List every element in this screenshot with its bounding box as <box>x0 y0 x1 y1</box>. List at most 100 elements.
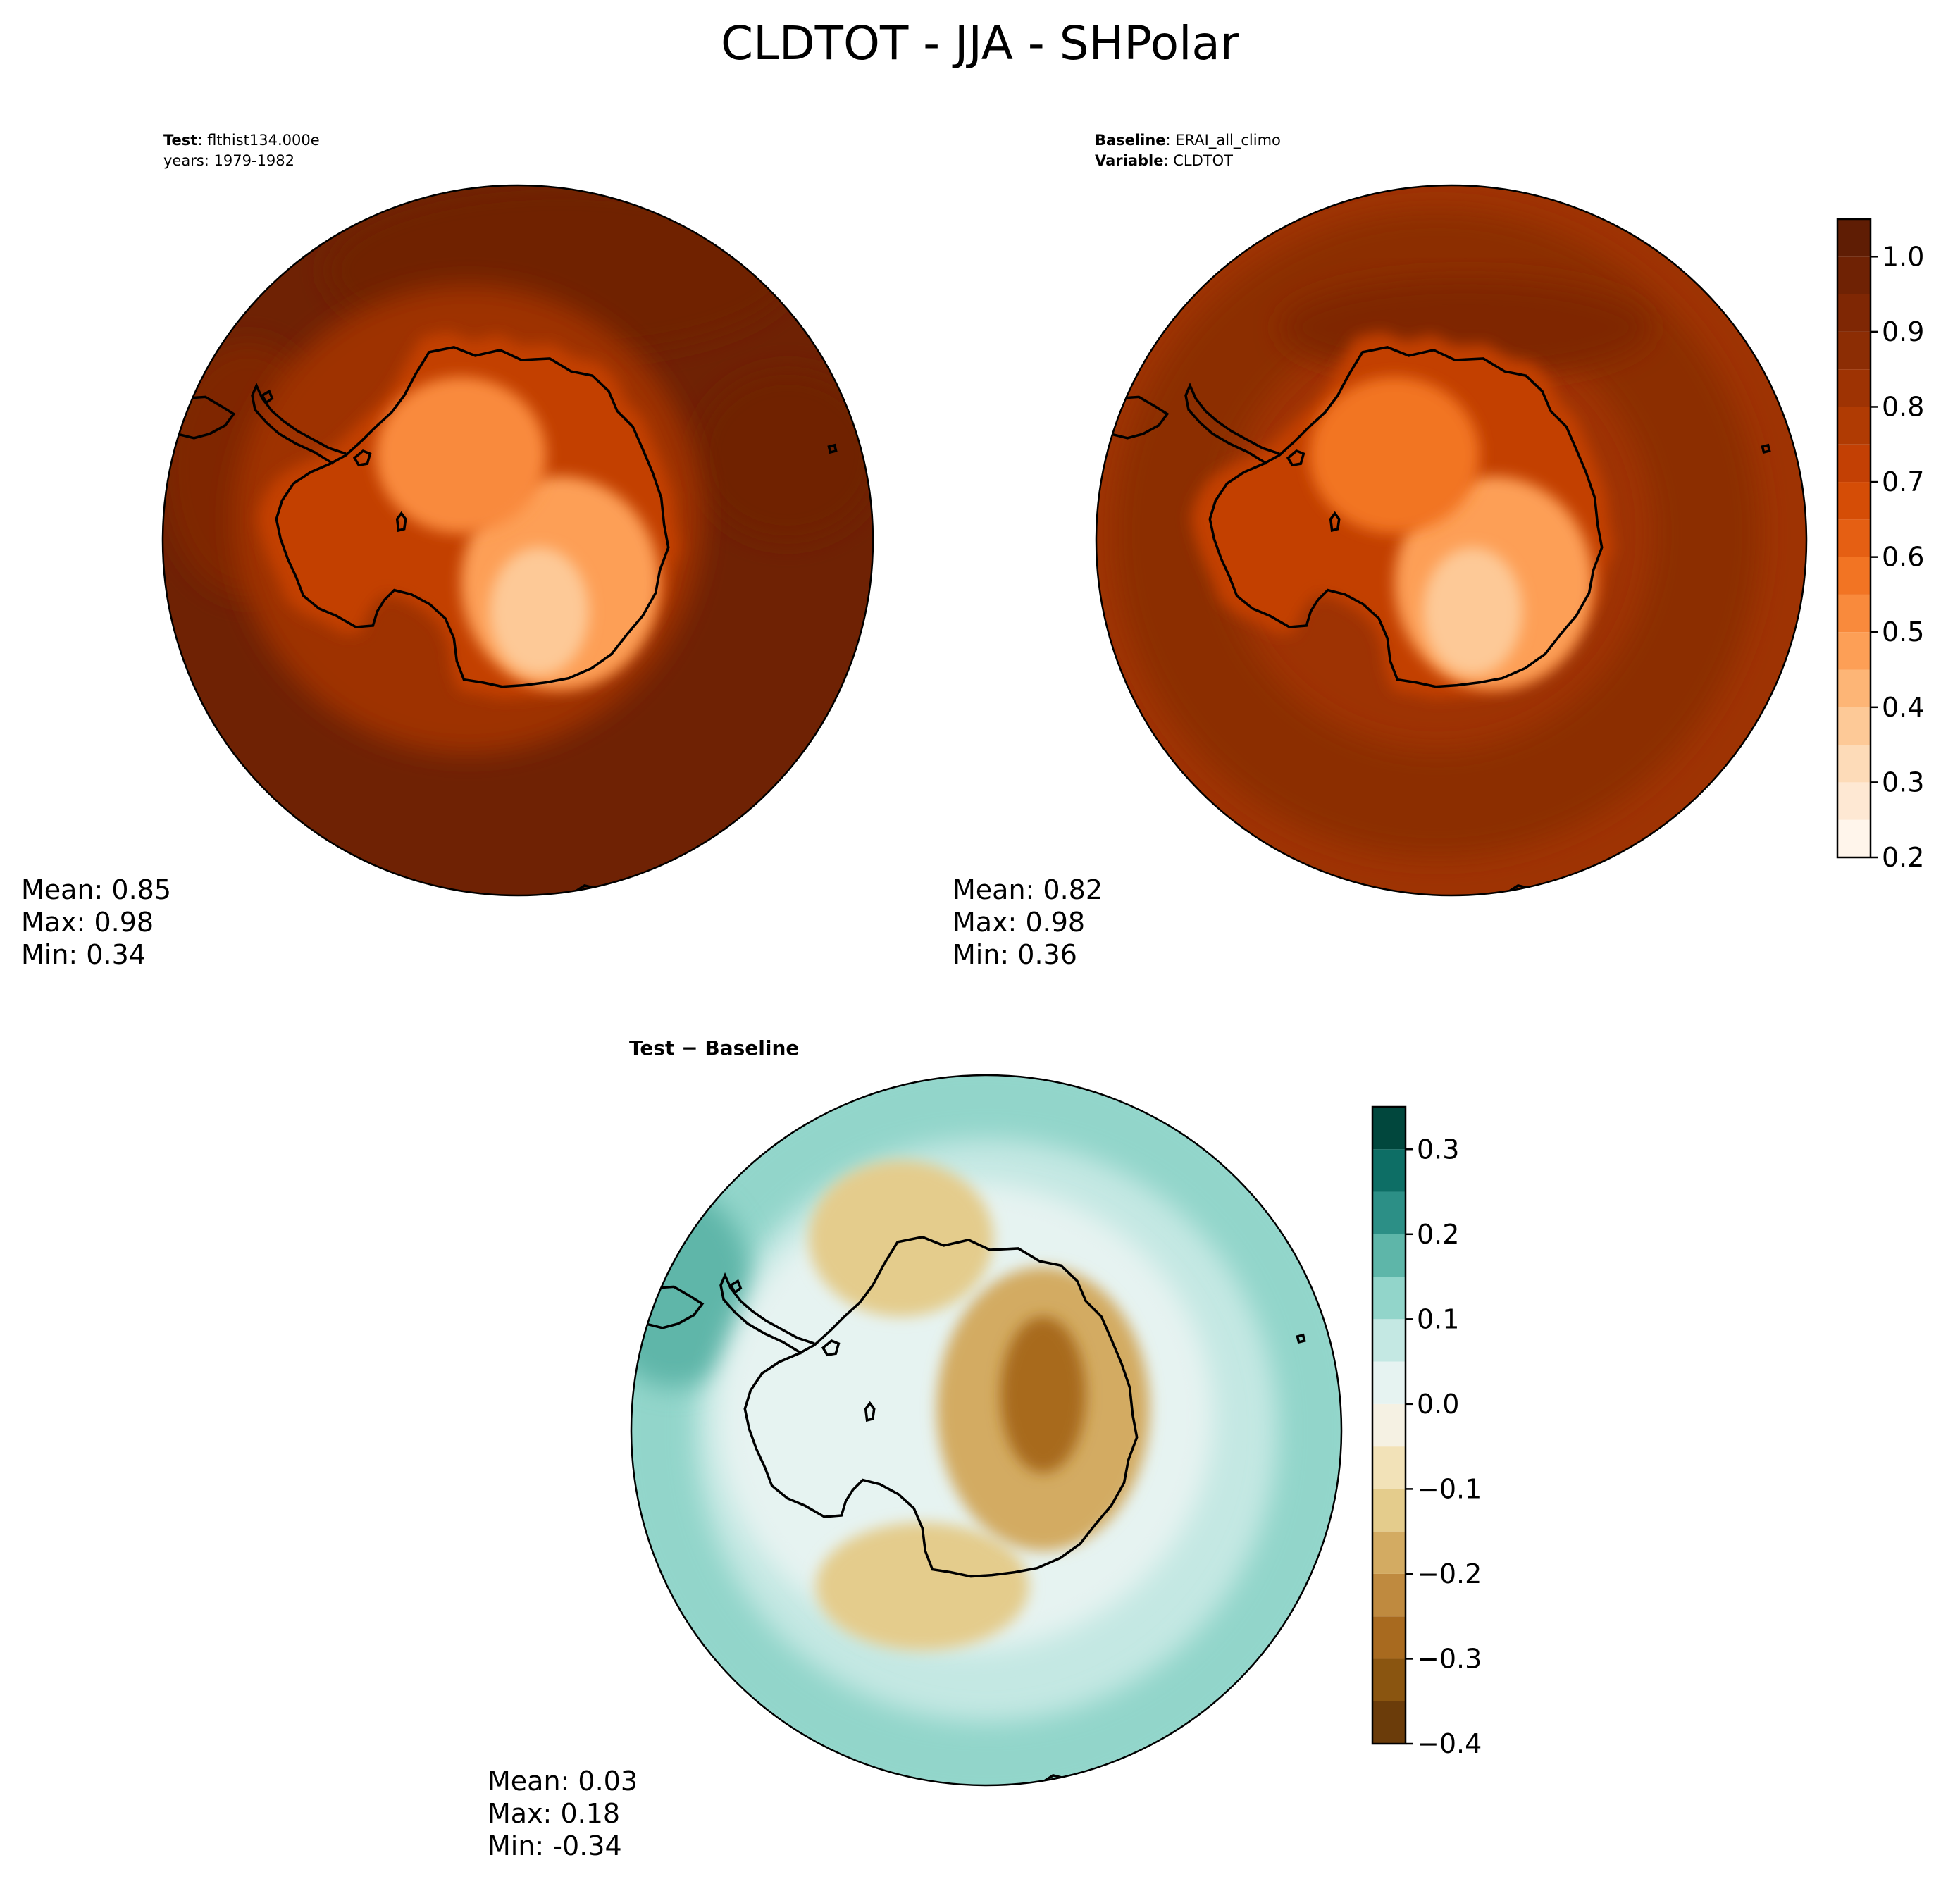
stats-mean: Mean: 0.85 <box>21 874 171 905</box>
stats-max: Max: 0.98 <box>953 907 1085 938</box>
stats-min: Min: -0.34 <box>488 1830 622 1861</box>
colorbar-segment <box>1837 294 1871 332</box>
panel-label-text: : flthist134.000e <box>197 132 319 149</box>
stats-min: Min: 0.36 <box>953 939 1077 970</box>
panel-variable-text: : CLDTOT <box>1163 152 1233 169</box>
field-region-plateau-core <box>1422 547 1522 676</box>
colorbar-segment <box>1837 632 1871 670</box>
colorbar-segment <box>1837 819 1871 857</box>
colorbar-segment <box>1837 557 1871 595</box>
map-border <box>630 1074 1343 1787</box>
colorbar-cldtot: 1.0 0.9 0.8 0.7 0.6 0.5 0.4 0.3 0.2 <box>1836 218 1924 873</box>
colorbar-segment <box>1372 1701 1406 1744</box>
colorbar-tick-label: 0.3 <box>1882 767 1924 798</box>
panel-label-bold: Test <box>163 132 197 149</box>
map-diff <box>631 1075 1341 1785</box>
colorbar-tick-label: −0.2 <box>1417 1558 1482 1589</box>
field-contour <box>816 1523 1029 1651</box>
panel-years: years: 1979-1982 <box>163 152 294 169</box>
colorbar-frame <box>1371 1105 1407 1745</box>
panel-variable: Variable: CLDTOT <box>1095 152 1233 169</box>
field-contour <box>1309 377 1480 533</box>
colorbar-tick-label: 0.5 <box>1882 616 1924 647</box>
panel-label: Test: flthist134.000e <box>163 132 320 149</box>
field-contour <box>695 370 873 541</box>
colorbar-tick-label: 0.6 <box>1882 542 1924 573</box>
colorbar-segment <box>1837 745 1871 783</box>
colorbar-segment <box>1372 1234 1406 1277</box>
colorbar-segment <box>1372 1531 1406 1574</box>
map-border <box>1095 184 1808 897</box>
figure-title: CLDTOT - JJA - SHPolar <box>721 16 1240 70</box>
colorbar-difference: 0.3 0.2 0.1 0.0 −0.1 −0.2 −0.3 −0.4 <box>1371 1105 1482 1759</box>
field-layers <box>163 185 873 895</box>
stats-max: Max: 0.18 <box>488 1798 620 1829</box>
field-layers <box>1096 185 1806 895</box>
colorbar-segment <box>1837 707 1871 745</box>
colorbar-segment <box>1837 482 1871 520</box>
field-region-weddell-low <box>809 1160 994 1317</box>
colorbar-segment <box>1837 219 1871 257</box>
colorbar-segment <box>1837 519 1871 557</box>
colorbar-tick-label: 0.4 <box>1882 692 1924 723</box>
stats-mean: Mean: 0.82 <box>953 874 1103 905</box>
colorbar-segment <box>1372 1149 1406 1192</box>
field-region-plateau-core <box>489 547 589 676</box>
colorbar-tick-label: 0.1 <box>1417 1303 1459 1334</box>
colorbar-segment <box>1372 1616 1406 1659</box>
panel-label-text: : ERAI_all_climo <box>1166 132 1281 149</box>
colorbar-segment <box>1837 444 1871 483</box>
field-region-outer-ring <box>631 1075 1341 1785</box>
colorbar-tick-label: 0.0 <box>1417 1389 1459 1420</box>
colorbar-segment <box>1837 369 1871 407</box>
map-baseline <box>1096 185 1806 895</box>
panel-label: Test − Baseline <box>629 1036 799 1060</box>
panel-test: Test: flthist134.000e years: 1979-1982 M… <box>21 132 874 970</box>
colorbar-segment <box>1837 331 1871 370</box>
field-region-plateau-west <box>1309 377 1480 533</box>
stats-max: Max: 0.98 <box>21 907 154 938</box>
colorbar-tick-label: −0.1 <box>1417 1473 1482 1504</box>
colorbar-segment <box>1372 1319 1406 1362</box>
field-region-ross-low <box>816 1523 1029 1651</box>
field-contour <box>809 1160 994 1317</box>
panel-baseline: Baseline: ERAI_all_climo Variable: CLDTO… <box>953 132 1924 970</box>
colorbar-tick-label: 0.2 <box>1882 842 1924 873</box>
stats-mean: Mean: 0.03 <box>488 1766 638 1797</box>
colorbar-segment <box>1837 407 1871 445</box>
panel-variable-bold: Variable <box>1095 152 1163 169</box>
field-contour <box>631 1075 1341 1785</box>
field-contour <box>489 547 589 676</box>
field-contour <box>1422 547 1522 676</box>
field-region-storm-track-ring <box>1114 210 1761 857</box>
field-contour <box>1114 210 1761 857</box>
panel-label: Baseline: ERAI_all_climo <box>1095 132 1281 149</box>
colorbar-tick-label: −0.4 <box>1417 1728 1482 1759</box>
colorbar-tick-label: 0.7 <box>1882 466 1924 497</box>
colorbar-segment <box>1372 1573 1406 1617</box>
field-contour <box>376 377 547 533</box>
colorbar-segment <box>1372 1446 1406 1489</box>
colorbar-tick-label: 0.3 <box>1417 1134 1459 1165</box>
panel-label-bold: Baseline <box>1095 132 1166 149</box>
colorbar-frame <box>1836 218 1872 859</box>
colorbar-tick-label: 0.2 <box>1417 1219 1459 1250</box>
colorbar-tick-label: 0.8 <box>1882 391 1924 422</box>
colorbar-segment <box>1372 1361 1406 1404</box>
map-border <box>161 184 874 897</box>
map-test <box>163 185 873 895</box>
colorbar-segment <box>1372 1658 1406 1701</box>
colorbar-tick-label: 0.9 <box>1882 316 1924 347</box>
colorbar-segment <box>1372 1191 1406 1234</box>
field-region-ocean-indian <box>695 370 873 541</box>
field-region-plateau-west <box>376 377 547 533</box>
field-contour <box>1000 1316 1086 1473</box>
colorbar-tick-label: 1.0 <box>1882 241 1924 272</box>
colorbar-segment <box>1372 1403 1406 1447</box>
colorbar-segment <box>1837 256 1871 294</box>
colorbar-segment <box>1837 669 1871 707</box>
colorbar-segment <box>1372 1277 1406 1320</box>
panel-diff: Test − Baseline Mean: 0.03 Max: 0.18 Min… <box>488 1036 1482 1861</box>
field-layers <box>631 1075 1341 1785</box>
